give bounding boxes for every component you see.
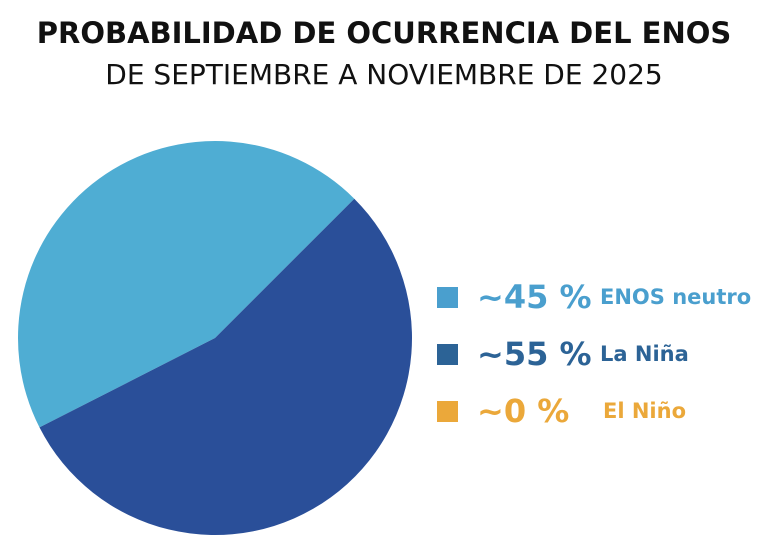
legend-value: ~45 % [477, 278, 592, 316]
chart-title: PROBABILIDAD DE OCURRENCIA DEL ENOS [36, 16, 732, 50]
pie-slice-la-ni-a [39, 198, 413, 535]
pie-slice-enos-neutro [17, 140, 355, 428]
legend-label: ENOS neutro [600, 285, 752, 309]
legend-item: ~55 % La Niña [437, 334, 689, 374]
legend-swatch [437, 343, 458, 365]
legend-swatch [437, 400, 458, 422]
chart-subtitle: DE SEPTIEMBRE A NOVIEMBRE DE 2025 [105, 58, 663, 91]
legend-swatch [437, 286, 458, 308]
legend-item: ~45 % ENOS neutro [437, 277, 751, 317]
legend-label: El Niño [603, 399, 687, 423]
legend-item: ~0 % El Niño [437, 391, 686, 431]
legend-value: ~55 % [477, 335, 592, 373]
legend-value: ~0 % [477, 392, 570, 430]
legend-label: La Niña [600, 342, 689, 366]
